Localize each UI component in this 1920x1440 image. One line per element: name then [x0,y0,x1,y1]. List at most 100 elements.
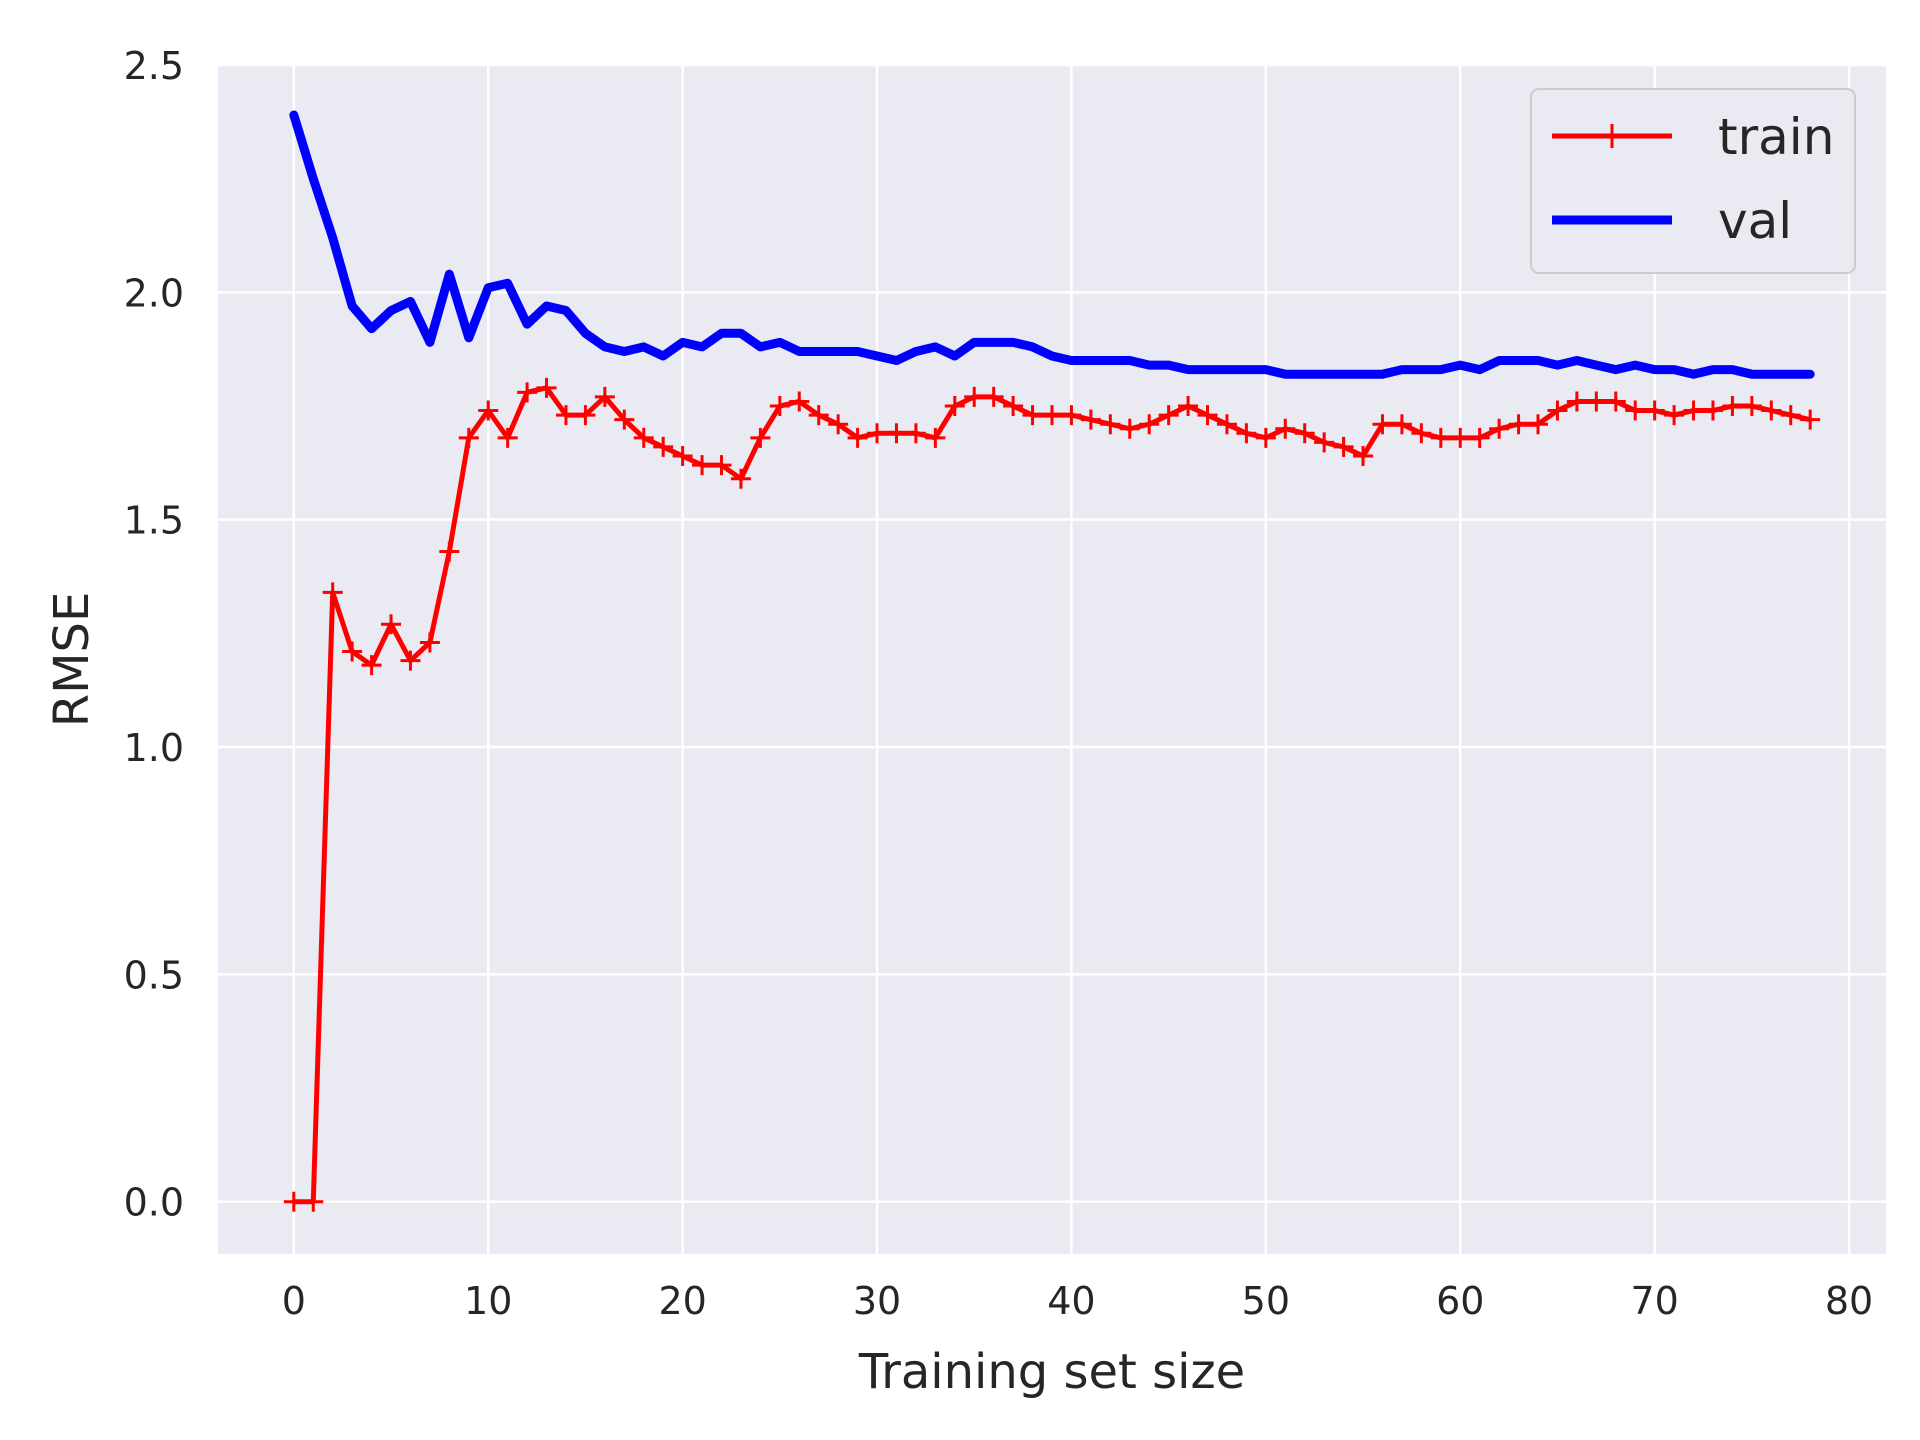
series-train-point [517,382,538,403]
series-train-point [1702,400,1723,421]
series-train-point [1353,446,1374,467]
series-train-point [847,427,868,448]
series-train-point [1372,414,1393,435]
series-train-point [555,405,576,426]
series-train-point [1411,423,1432,444]
series-train-point [1605,391,1626,412]
series-train-point [1197,405,1218,426]
series-train-point [1528,414,1549,435]
series-train-point [1314,432,1335,453]
series-train-point [419,632,440,653]
series-train-point [458,427,479,448]
grid-lines [218,63,1886,1254]
series-train-point [672,446,693,467]
series-train-point [1722,396,1743,417]
series-train-point [1139,414,1160,435]
series-train-point [614,409,635,430]
series-train-point [1664,405,1685,426]
y-tick-label: 1.0 [124,726,184,770]
series-train-point [944,396,965,417]
series-train-point [1003,396,1024,417]
series-train-point [1780,405,1801,426]
y-tick-label: 2.5 [124,44,184,88]
series-train-point [1761,400,1782,421]
series-train-point [1566,391,1587,412]
x-tick-label: 60 [1436,1279,1484,1323]
series-train [283,377,1821,1212]
series-train-point [1294,423,1315,444]
series-train-point [1450,427,1471,448]
series-train-point [1508,414,1529,435]
y-tick-label: 0.5 [124,953,184,997]
series-train-point [789,391,810,412]
series-train-point [1391,414,1412,435]
series-train-point [1586,391,1607,412]
series-train-point [536,377,557,398]
series-train-point [1236,423,1257,444]
series-train-point [1275,418,1296,439]
legend-val-label: val [1718,192,1792,250]
series-train-point [808,405,829,426]
x-tick-label: 0 [282,1279,306,1323]
series-train-point [1061,405,1082,426]
series-train-point [1022,405,1043,426]
series-train-point [478,400,499,421]
series-train-point [1644,400,1665,421]
series-train-point [983,386,1004,407]
legend-train-marker [1600,124,1624,148]
series-train-point [750,427,771,448]
series-train-point [692,455,713,476]
series-train-point [1080,409,1101,430]
x-axis-label: Training set size [858,1344,1245,1400]
series-train-point [905,423,926,444]
series-train-point [1178,396,1199,417]
series-train-point [867,423,888,444]
series-train-point [1683,400,1704,421]
series-train-point [886,423,907,444]
series-train-point [730,468,751,489]
series-train-point [497,427,518,448]
x-tick-label: 40 [1047,1279,1095,1323]
series-train-point [1489,418,1510,439]
series-train-point [769,396,790,417]
x-tick-label: 10 [464,1279,512,1323]
series-train-point [653,436,674,457]
series-train-point [303,1191,324,1212]
series-train-point [283,1191,304,1212]
series-train-point [1158,405,1179,426]
series-train-point [1119,418,1140,439]
series-train-point [964,386,985,407]
x-tick-label: 70 [1630,1279,1678,1323]
series-train-point [1430,427,1451,448]
series-train-point [381,614,402,635]
series-train-point [633,427,654,448]
series-val-line [289,110,1815,379]
series-layer [283,110,1821,1212]
series-train-point [1469,427,1490,448]
series-train-point [1547,400,1568,421]
x-tick-label: 80 [1825,1279,1873,1323]
series-train-point [322,582,343,603]
series-train-point [361,655,382,676]
x-tick-label: 30 [853,1279,901,1323]
y-tick-label: 0.0 [124,1181,184,1225]
series-train-point [1800,409,1821,430]
y-tick-label: 1.5 [124,499,184,543]
legend: train val [1530,88,1856,274]
series-train-point [400,650,421,671]
series-train-point [925,427,946,448]
series-train-point [439,541,460,562]
series-train-point [1333,436,1354,457]
series-train-point [711,455,732,476]
y-axis-label: RMSE [44,592,100,728]
series-train-point [828,414,849,435]
series-train-point [1625,400,1646,421]
series-train-point [594,386,615,407]
series-train-point [1255,427,1276,448]
series-val [289,110,1815,379]
x-tick-label: 20 [658,1279,706,1323]
series-train-point [1042,405,1062,426]
series-train-point [1216,414,1237,435]
